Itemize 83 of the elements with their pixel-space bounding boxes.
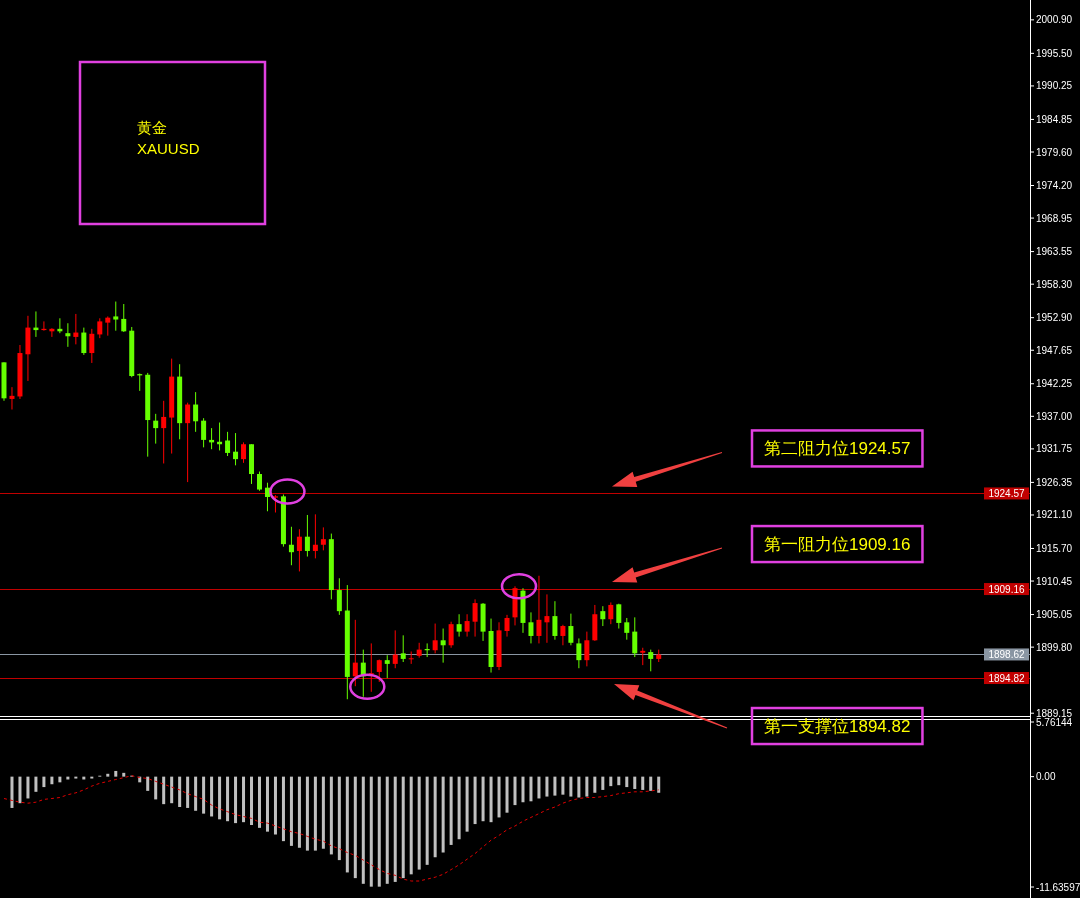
candlestick xyxy=(504,614,510,638)
candlestick xyxy=(448,621,454,649)
annotation: 第一支撑位1894.82 xyxy=(764,716,911,736)
candlestick xyxy=(336,577,342,616)
candlestick xyxy=(225,431,231,457)
candlestick xyxy=(408,650,414,665)
candlestick xyxy=(536,575,542,644)
y-tick-label: 1910.45 xyxy=(1036,575,1073,587)
candlestick xyxy=(552,600,558,641)
ref-line-label: 1898.62 xyxy=(988,648,1026,660)
ref-line-label: 1909.16 xyxy=(988,583,1026,595)
candlestick xyxy=(65,322,71,348)
y-tick-label: 2000.90 xyxy=(1036,14,1073,26)
y-tick-label: 1974.20 xyxy=(1036,180,1073,192)
candlestick xyxy=(89,328,95,364)
y-tick-label: 1995.50 xyxy=(1036,47,1073,59)
candlestick xyxy=(105,315,111,337)
candlestick xyxy=(632,616,638,658)
candlestick xyxy=(312,513,318,559)
y-tick-label: 1984.85 xyxy=(1036,113,1073,125)
candlestick xyxy=(456,613,462,638)
candlestick xyxy=(73,313,79,345)
candlestick xyxy=(560,624,566,646)
y-tick-label: 1979.60 xyxy=(1036,146,1073,158)
candlestick xyxy=(384,654,390,679)
candlestick xyxy=(608,601,614,625)
y-tick-label: 1937.00 xyxy=(1036,410,1073,422)
y-tick-label: 1947.65 xyxy=(1036,344,1073,356)
candlestick xyxy=(568,613,574,646)
annotation: 第一阻力位1909.16 xyxy=(764,534,911,554)
candlestick xyxy=(624,617,630,641)
y-tick-label: 1915.70 xyxy=(1036,542,1073,554)
candlestick xyxy=(296,528,302,572)
y-tick-label: 1958.30 xyxy=(1036,278,1073,290)
candlestick xyxy=(528,611,534,644)
candlestick xyxy=(9,386,15,410)
candlestick xyxy=(201,417,207,448)
candlestick xyxy=(161,400,167,464)
text: 黄金 xyxy=(137,119,167,136)
candlestick xyxy=(352,619,358,687)
candlestick xyxy=(648,649,654,672)
candlestick xyxy=(400,634,406,663)
candlestick xyxy=(193,391,199,433)
y-tick-label: 1931.75 xyxy=(1036,443,1073,455)
y-tick-label: 1926.35 xyxy=(1036,476,1073,488)
text: XAUUSD xyxy=(137,140,200,157)
candlestick xyxy=(121,303,127,333)
candlestick xyxy=(584,631,590,667)
candlestick xyxy=(576,637,582,669)
candlestick xyxy=(81,327,87,356)
candlestick xyxy=(185,402,191,483)
candlestick xyxy=(544,593,550,644)
y-tick-label: 5.76144 xyxy=(1036,716,1073,728)
y-tick-label: 1968.95 xyxy=(1036,212,1073,224)
y-tick-label: 1942.25 xyxy=(1036,378,1073,390)
ref-line-label: 1894.82 xyxy=(988,672,1026,684)
candlestick xyxy=(432,623,438,654)
candlestick xyxy=(600,605,606,627)
candlestick xyxy=(257,471,262,492)
candlestick xyxy=(233,432,239,466)
candlestick xyxy=(464,613,470,638)
candlestick xyxy=(472,598,478,638)
y-tick-label: 1921.10 xyxy=(1036,509,1073,521)
candlestick xyxy=(288,526,294,566)
annotation: 第二阻力位1924.57 xyxy=(764,438,911,458)
candlestick xyxy=(392,629,398,669)
candlestick xyxy=(304,514,310,558)
y-tick-label: 0.00 xyxy=(1036,771,1056,783)
candlestick xyxy=(616,603,622,630)
y-tick-label: 1952.90 xyxy=(1036,312,1073,324)
candlestick xyxy=(241,441,247,464)
y-tick-label: 1990.25 xyxy=(1036,80,1073,92)
candlestick xyxy=(440,628,446,664)
candlestick xyxy=(97,317,103,339)
candlestick xyxy=(320,526,326,551)
ref-line-label: 1924.57 xyxy=(988,487,1026,499)
candlestick xyxy=(113,301,119,332)
y-tick-label: 1889.15 xyxy=(1036,707,1073,719)
y-tick-label: 1899.80 xyxy=(1036,641,1073,653)
candlestick xyxy=(153,413,159,445)
y-tick-label: -11.63597 xyxy=(1036,881,1080,893)
y-tick-label: 1905.05 xyxy=(1036,609,1073,621)
y-tick-label: 1963.55 xyxy=(1036,246,1073,258)
